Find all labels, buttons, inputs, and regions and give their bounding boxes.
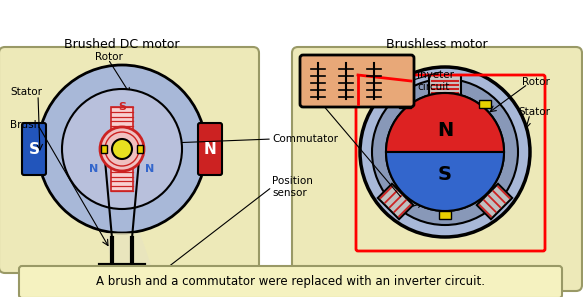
Text: N: N — [145, 164, 154, 174]
Bar — [137, 145, 143, 153]
Text: Stator: Stator — [518, 107, 550, 117]
Text: Stator: Stator — [10, 87, 42, 97]
Bar — [429, 75, 461, 95]
Bar — [439, 211, 451, 219]
Text: Inveter
circuit: Inveter circuit — [417, 70, 454, 92]
Circle shape — [100, 127, 144, 171]
FancyBboxPatch shape — [198, 123, 222, 175]
FancyBboxPatch shape — [22, 123, 46, 175]
Text: Rotor: Rotor — [95, 52, 123, 62]
Text: S: S — [29, 141, 40, 157]
Text: Position
sensor: Position sensor — [272, 176, 313, 198]
Wedge shape — [386, 152, 504, 211]
Polygon shape — [104, 233, 157, 283]
Text: N: N — [203, 141, 216, 157]
Circle shape — [62, 89, 182, 209]
Text: Brushless motor: Brushless motor — [386, 39, 488, 51]
Text: Brush: Brush — [10, 120, 40, 130]
Text: N: N — [437, 121, 453, 140]
Bar — [399, 100, 410, 108]
Text: A brush and a commutator were replaced with an inverter circuit.: A brush and a commutator were replaced w… — [97, 276, 486, 288]
Polygon shape — [477, 184, 512, 219]
Text: S: S — [438, 165, 452, 184]
Circle shape — [372, 79, 518, 225]
Wedge shape — [386, 93, 504, 152]
FancyBboxPatch shape — [0, 47, 259, 273]
Bar — [116, 281, 136, 285]
Circle shape — [112, 139, 132, 159]
Polygon shape — [378, 184, 413, 219]
Bar — [479, 100, 491, 108]
Circle shape — [386, 93, 504, 211]
Circle shape — [360, 67, 530, 237]
Text: Brushed DC motor: Brushed DC motor — [64, 39, 180, 51]
Text: Rotor: Rotor — [522, 77, 550, 87]
FancyBboxPatch shape — [300, 55, 414, 107]
Bar — [111, 107, 133, 131]
Bar — [101, 145, 107, 153]
Text: Commutator: Commutator — [272, 134, 338, 144]
Text: S: S — [118, 102, 126, 112]
Text: N: N — [89, 164, 99, 174]
FancyBboxPatch shape — [19, 266, 562, 297]
FancyBboxPatch shape — [292, 47, 582, 291]
Bar — [111, 167, 133, 191]
Circle shape — [38, 65, 206, 233]
